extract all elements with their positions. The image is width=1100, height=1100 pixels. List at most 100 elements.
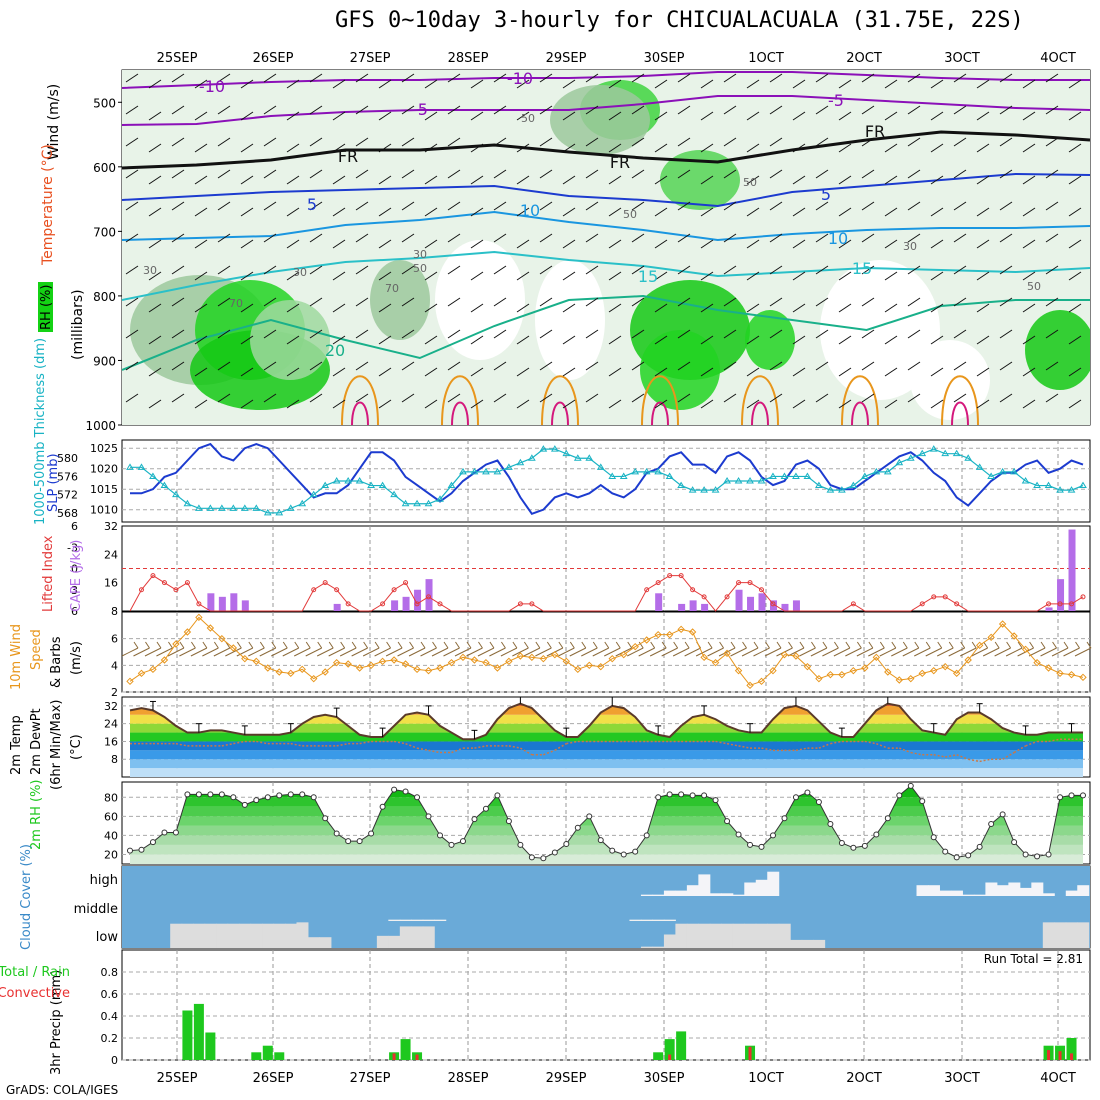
cloud-high-bar [985,882,998,896]
wind-barb-flag [351,641,357,649]
wind-barb-flag [581,641,587,649]
rh-point [620,851,627,858]
wind-speed-point [620,650,628,659]
upper-wind-barb [562,111,576,121]
temp-ytick-label: 32 [104,700,118,713]
cloud-low-bar [204,923,217,948]
li-point [161,580,167,586]
precip-total-bar [653,1052,664,1060]
rh-contour-fill [370,260,430,340]
thickness-point [929,445,938,452]
isotherm-label: 20 [325,341,345,360]
upper-wind-barb [861,297,875,307]
upper-wind-barb [240,111,254,121]
upper-wind-barb [447,297,461,307]
rh-point [919,798,926,805]
upper-wind-barb [240,399,254,409]
rh-contour-fill [250,300,330,380]
temp-band [130,741,1083,751]
upper-wind-barb [424,111,438,121]
cloud-high-bar [663,890,676,896]
cloud-low-bar [250,923,263,948]
upper-wind-barb [470,399,484,409]
wind-barb-flag [248,641,254,649]
upper-wind-barb [838,239,852,249]
upper-wind-barb [424,399,438,409]
upper-wind-barb [1045,233,1059,243]
cape-ytick-label: 8 [111,605,118,618]
upper-wind-barb [631,265,645,275]
rh-ytick-label: 80 [104,791,118,804]
wind-speed-point [172,640,180,648]
upper-wind-barb [148,335,162,345]
wind-barb-flag [1029,641,1035,649]
upper-wind-barb [1022,239,1036,249]
upper-wind-barb [194,303,208,313]
wind-barb-flag [902,641,908,649]
upper-wind-barb [1022,303,1036,313]
upper-wind-barb [1022,207,1036,217]
upper-wind-barb [976,239,990,249]
wind-barb-flag [294,641,300,649]
thickness-point [505,463,513,470]
rh-point [1011,839,1018,846]
isotherm-30-loop [851,401,869,425]
wind-barb-flag [409,641,414,649]
wind-barb [305,647,322,657]
thickness-point [642,467,651,475]
wind-speed-point [792,652,800,660]
upper-wind-barb [884,143,898,153]
isotherm-25-loop [341,375,379,425]
rh-contour-label: 30 [413,248,427,261]
upper-wind-barb [1045,393,1059,403]
thickness-ytick-label: 572 [57,489,78,502]
cloud-low-bar [640,946,653,948]
wind-barb [374,647,391,657]
cape-bar [402,596,410,611]
upper-wind-barb [1068,175,1082,185]
thickness-point [539,445,548,452]
upper-wind-barb [332,239,346,249]
cloud-low-bar [1042,922,1055,948]
wind-ylabel-a: 10m Wind [9,624,24,690]
thickness-point [654,467,663,475]
upper-wind-barb [769,265,783,275]
wind-barb [695,647,713,657]
thickness-point [746,477,754,484]
upper-wind-barb [332,399,346,409]
wind-speed-point [803,662,812,671]
rh-point [528,854,535,861]
upper-wind-barb [263,297,277,307]
wind-barb [856,647,874,657]
upper-wind-barb [148,399,162,409]
wind-speed-point [884,668,892,676]
upper-wind-barb [378,399,392,409]
bottom-date-label: 1OCT [748,1071,784,1086]
li-ytick-label: 6 [71,520,78,533]
upper-wind-barb [907,73,921,83]
dewpoint-segment [221,742,234,747]
rh-legend-swatch [38,282,53,332]
upper-wind-barb [769,73,783,83]
rh-contour-label: 50 [623,208,637,221]
li-point [437,601,443,607]
upper-wind-barb [470,303,484,313]
cloud-low-bar [399,926,412,948]
upper-ylabel-wind: Wind (m/s) [46,84,62,160]
wind-barb-flag [673,641,679,649]
isotherm-25-loop [741,375,779,425]
li-point [517,601,523,607]
wind-barb-flag [845,641,851,649]
wind-speed-point [218,634,226,643]
upper-wind-barb [976,207,990,217]
wind-barb-flag [1017,641,1023,649]
wind-barb [661,647,678,657]
upper-wind-barb [792,175,806,185]
upper-wind-barb [1022,399,1036,409]
wind-barb [156,647,173,657]
upper-wind-barb [953,329,967,339]
isotherm-20 [122,294,1090,371]
upper-wind-barb [1045,329,1059,339]
upper-wind-barb [401,169,415,179]
upper-wind-barb [861,169,875,179]
